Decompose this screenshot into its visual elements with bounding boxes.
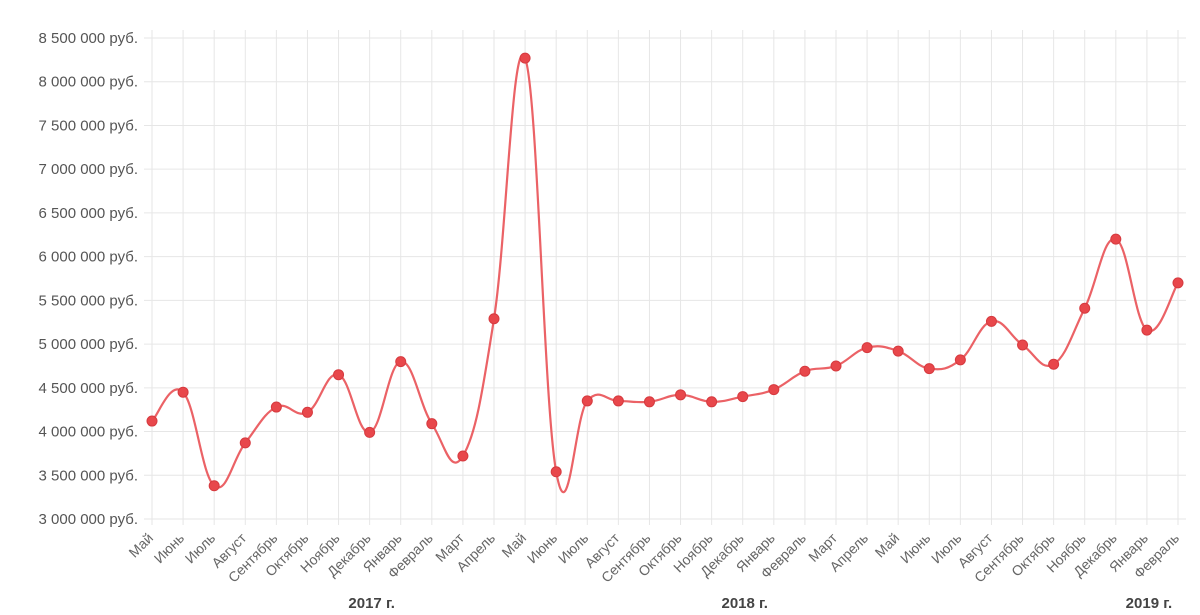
y-tick-label: 3 000 000 руб. [39,511,139,528]
y-tick-label: 5 500 000 руб. [39,292,139,309]
data-point [395,356,407,368]
data-point [364,426,376,438]
y-axis: 8 500 000 руб. 8 000 000 руб. 7 500 000 ру… [39,30,139,528]
y-tick-label: 3 500 000 руб. [39,467,139,484]
y-tick-label: 4 000 000 руб. [39,424,139,441]
data-point [581,395,593,407]
data-point [177,386,189,398]
data-point [675,389,687,401]
year-labels: 2017 г. 2018 г. 2019 г. [348,595,1172,612]
data-point [333,369,345,381]
data-point [519,52,531,64]
data-point [954,354,966,366]
y-tick-label: 6 500 000 руб. [39,205,139,222]
data-point [706,396,718,408]
year-label: 2017 г. [348,595,394,612]
data-point [923,363,935,375]
year-label: 2019 г. [1126,595,1172,612]
data-point [892,345,904,357]
y-tick-label: 8 500 000 руб. [39,30,139,47]
data-point [426,418,438,430]
data-point [830,360,842,372]
data-point [1079,302,1091,314]
data-point [861,342,873,354]
y-tick-label: 7 000 000 руб. [39,161,139,178]
series-line [151,54,1179,494]
data-point [239,437,251,449]
chart-grid [144,30,1186,525]
y-tick-label: 4 500 000 руб. [39,380,139,397]
data-point [1141,324,1153,336]
x-tick-label: Июнь [524,530,560,566]
x-tick-label: Июнь [897,530,933,566]
data-point [612,395,624,407]
data-point [643,396,655,408]
year-label: 2018 г. [722,595,768,612]
data-point [768,384,780,396]
data-point [1110,233,1122,245]
data-point [488,313,500,325]
data-point [1017,339,1029,351]
x-axis: МайИюньИюльАвгустСентябрьОктябрьНоябрьДе… [125,529,1182,585]
data-point [146,415,158,427]
data-point [301,406,313,418]
data-point [1172,277,1184,289]
data-point [457,450,469,462]
y-tick-label: 8 000 000 руб. [39,74,139,91]
data-point [737,391,749,403]
data-points [146,52,1184,492]
y-tick-label: 6 000 000 руб. [39,249,139,266]
data-point [799,365,811,377]
y-tick-label: 5 000 000 руб. [39,336,139,353]
y-tick-label: 7 500 000 руб. [39,117,139,134]
data-point [270,401,282,413]
data-point [985,315,997,327]
data-point [208,480,220,492]
data-point [550,466,562,478]
data-point [1048,358,1060,370]
x-tick-label: Июнь [151,530,187,566]
